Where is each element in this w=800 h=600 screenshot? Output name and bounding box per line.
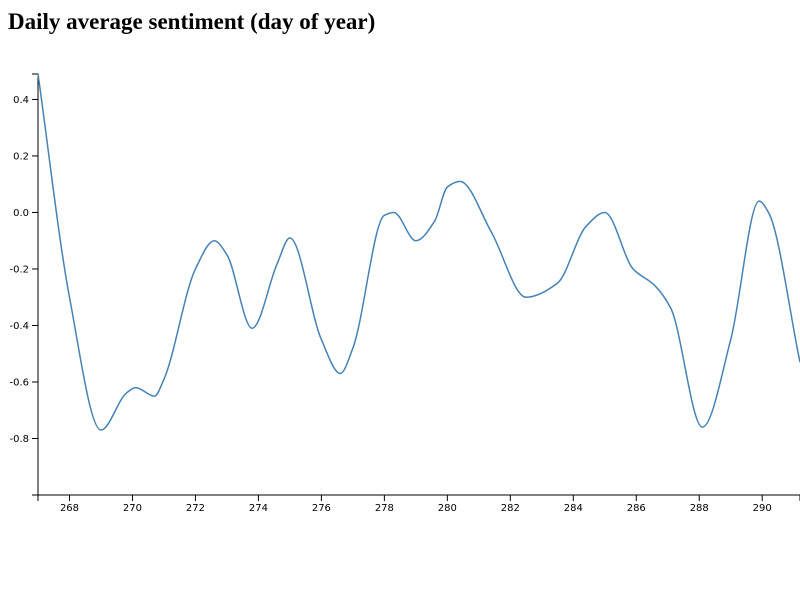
y-tick-label: -0.8 [9, 434, 29, 445]
chart-title: Daily average sentiment (day of year) [8, 9, 376, 34]
y-tick-label: 0.4 [13, 95, 29, 106]
x-tick-label: 288 [690, 503, 709, 514]
x-tick-label: 290 [753, 503, 772, 514]
x-tick-label: 286 [627, 503, 646, 514]
y-tick-label: -0.2 [9, 264, 29, 275]
y-axis: -0.8 -0.6 -0.4 -0.2 0.0 0.2 0.4 [9, 73, 39, 496]
x-tick-label: 284 [564, 503, 583, 514]
x-tick-label: 276 [312, 503, 331, 514]
y-tick-label: 0.2 [13, 151, 29, 162]
x-tick-label: 282 [501, 503, 520, 514]
x-tick-label: 278 [375, 503, 394, 514]
y-tick-label: -0.4 [9, 321, 29, 332]
x-tick-label: 270 [123, 503, 142, 514]
y-tick-label: 0.0 [13, 208, 29, 219]
plot-area [37, 73, 800, 431]
x-tick-label: 274 [249, 503, 268, 514]
y-tick-label: -0.6 [9, 377, 29, 388]
x-axis-line [37, 494, 800, 501]
x-tick-label: 280 [438, 503, 457, 514]
x-axis: 268 270 272 274 276 278 280 282 284 286 288 290 [37, 494, 800, 514]
x-tick-label: 272 [186, 503, 205, 514]
y-axis-line [32, 73, 39, 496]
x-tick-label: 268 [60, 503, 79, 514]
sentiment-line [37, 73, 800, 431]
